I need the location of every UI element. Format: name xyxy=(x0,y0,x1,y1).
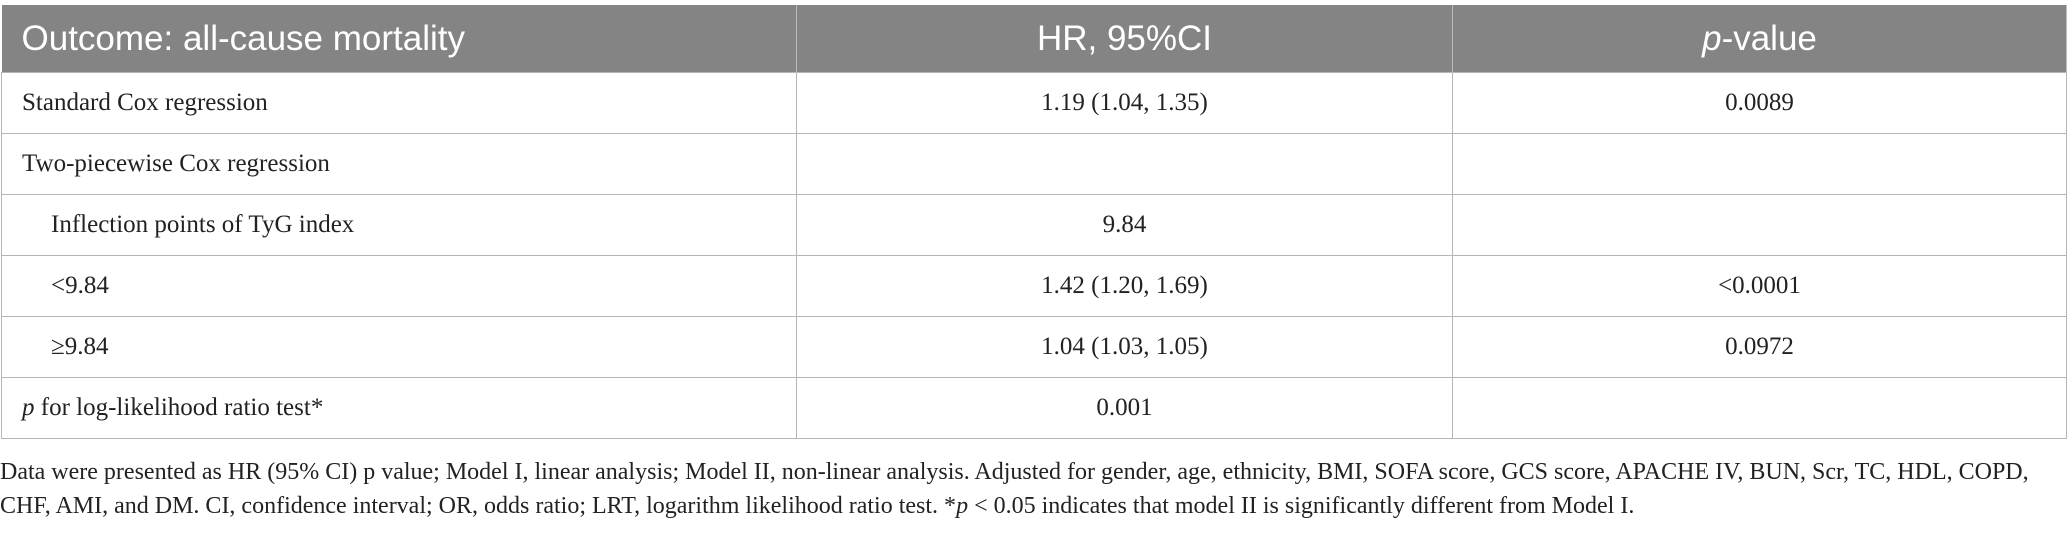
footnote-text: Data were presented as HR (95% CI) p val… xyxy=(0,459,2029,519)
cell: 0.0972 xyxy=(1452,316,2067,378)
cell-text: for log-likelihood ratio test* xyxy=(34,394,324,421)
results-table: Outcome: all-cause mortality HR, 95%CI p… xyxy=(1,5,2067,439)
header-text: -value xyxy=(1721,18,1817,58)
row: Standard Cox regression 1.19 (1.04, 1.35… xyxy=(1,72,2067,134)
cell xyxy=(1452,194,2067,256)
footnote-text: < 0.05 indicates that model II is signif… xyxy=(968,493,1635,519)
cell: <0.0001 xyxy=(1452,255,2067,317)
cell xyxy=(796,133,1453,195)
header-cell: p-value xyxy=(1452,5,2067,73)
cell: <9.84 xyxy=(1,255,797,317)
row: Inflection points of TyG index 9.84 xyxy=(1,194,2067,256)
header-cell: Outcome: all-cause mortality xyxy=(1,5,797,73)
cell: 0.001 xyxy=(796,377,1453,439)
cell xyxy=(1452,133,2067,195)
cell: 9.84 xyxy=(796,194,1453,256)
cell: p for log-likelihood ratio test* xyxy=(1,377,797,439)
footnote: Data were presented as HR (95% CI) p val… xyxy=(0,455,2060,523)
header-italic: p xyxy=(1702,18,1722,58)
row: <9.84 1.42 (1.20, 1.69) <0.0001 xyxy=(1,255,2067,317)
header-row: Outcome: all-cause mortality HR, 95%CI p… xyxy=(1,5,2067,73)
cell: Two-piecewise Cox regression xyxy=(1,133,797,195)
cell: ≥9.84 xyxy=(1,316,797,378)
cell-italic: p xyxy=(22,394,35,421)
cell: Standard Cox regression xyxy=(1,72,797,134)
cell: Inflection points of TyG index xyxy=(1,194,797,256)
cell: 1.04 (1.03, 1.05) xyxy=(796,316,1453,378)
cell: 0.0089 xyxy=(1452,72,2067,134)
cell: 1.42 (1.20, 1.69) xyxy=(796,255,1453,317)
row: Two-piecewise Cox regression xyxy=(1,133,2067,195)
row: ≥9.84 1.04 (1.03, 1.05) 0.0972 xyxy=(1,316,2067,378)
footnote-italic: p xyxy=(956,493,969,519)
cell xyxy=(1452,377,2067,439)
header-cell: HR, 95%CI xyxy=(796,5,1453,73)
row: p for log-likelihood ratio test* 0.001 xyxy=(1,377,2067,439)
cell: 1.19 (1.04, 1.35) xyxy=(796,72,1453,134)
